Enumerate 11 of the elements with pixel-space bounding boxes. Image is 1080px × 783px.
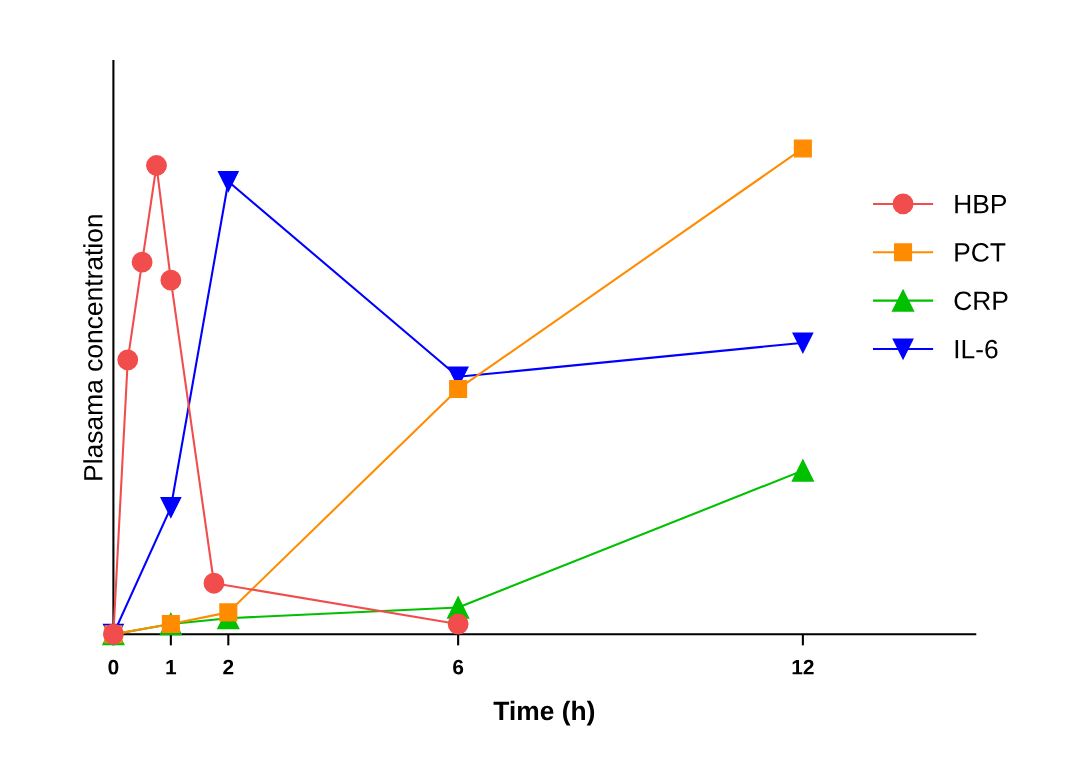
legend-label: HBP [955,195,1007,214]
legend-label: IL-6 [955,339,998,359]
legend-label: CRP [954,291,1008,311]
y-axis-title: Plasama concentration [83,215,103,480]
x-tick-label: 0 [108,659,119,675]
x-tick-label: 1 [166,659,177,675]
x-tick-label: 2 [223,659,234,675]
x-axis-title: Time (h) [493,700,595,726]
x-tick-label: 6 [453,659,464,675]
legend-label: PCT [955,243,1006,262]
x-tick-label: 12 [792,659,814,675]
